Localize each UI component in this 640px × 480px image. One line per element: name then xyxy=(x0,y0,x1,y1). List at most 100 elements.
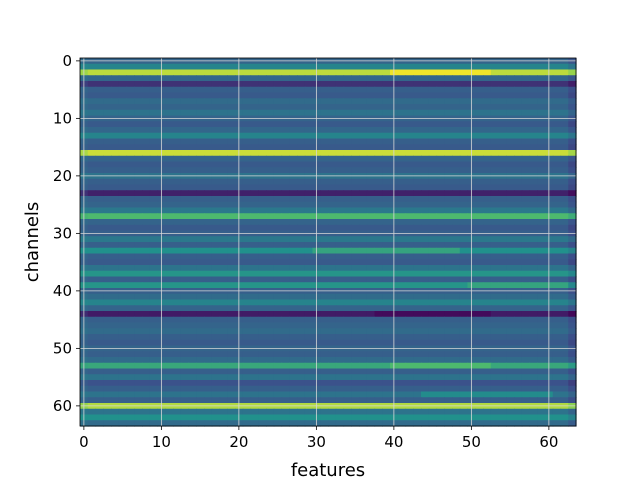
heatmap-cell xyxy=(483,305,492,312)
heatmap-cell xyxy=(498,98,507,105)
heatmap-cell xyxy=(452,357,461,364)
heatmap-cell xyxy=(560,305,569,312)
heatmap-cell xyxy=(452,385,461,393)
heatmap-cell xyxy=(374,265,383,272)
heatmap-cell xyxy=(103,270,112,278)
heatmap-cell xyxy=(328,104,337,111)
heatmap-cell xyxy=(180,201,190,209)
heatmap-cell xyxy=(514,236,523,243)
heatmap-cell xyxy=(335,334,345,341)
heatmap-cell xyxy=(242,201,252,209)
heatmap-cell xyxy=(103,109,112,117)
heatmap-cell xyxy=(227,368,236,375)
heatmap-cell xyxy=(196,276,205,283)
heatmap-cell xyxy=(428,63,438,71)
heatmap-cell xyxy=(273,374,283,381)
heatmap-cell xyxy=(204,75,213,82)
heatmap-cell xyxy=(397,127,407,134)
heatmap-cell xyxy=(568,328,577,335)
heatmap-cell xyxy=(211,247,221,255)
heatmap-cell xyxy=(180,322,190,329)
heatmap-cell xyxy=(297,167,306,174)
heatmap-row xyxy=(80,127,577,134)
heatmap-cell xyxy=(459,69,469,76)
heatmap-cell xyxy=(304,374,314,381)
heatmap-cell xyxy=(242,75,252,82)
heatmap-cell xyxy=(87,63,97,71)
heatmap-row xyxy=(80,282,577,289)
heatmap-cell xyxy=(428,276,438,283)
heatmap-cell xyxy=(343,293,352,301)
heatmap-cell xyxy=(405,311,414,318)
heatmap-cell xyxy=(397,144,407,151)
heatmap-cell xyxy=(118,339,128,347)
heatmap-row xyxy=(80,391,577,398)
heatmap-cell xyxy=(568,178,577,186)
heatmap-cell xyxy=(258,155,267,163)
heatmap-cell xyxy=(273,81,283,88)
heatmap-cell xyxy=(452,305,461,312)
heatmap-cell xyxy=(281,276,290,283)
heatmap-cell xyxy=(421,276,430,283)
heatmap-cell xyxy=(204,391,213,398)
heatmap-cell xyxy=(95,247,104,255)
heatmap-cell xyxy=(242,397,252,404)
heatmap-cell xyxy=(459,196,469,203)
heatmap-cell xyxy=(281,334,290,341)
heatmap-cell xyxy=(126,293,135,301)
heatmap-cell xyxy=(335,374,345,381)
heatmap-cell xyxy=(320,351,329,358)
heatmap-cell xyxy=(289,380,298,387)
heatmap-cell xyxy=(428,201,438,209)
heatmap-cell xyxy=(475,63,484,71)
heatmap-cell xyxy=(537,391,546,398)
heatmap-cell xyxy=(227,397,236,404)
heatmap-cell xyxy=(498,259,507,266)
heatmap-cell xyxy=(180,207,190,214)
heatmap-cell xyxy=(397,265,407,272)
heatmap-cell xyxy=(421,75,430,82)
heatmap-cell xyxy=(289,311,298,318)
heatmap-cell xyxy=(95,328,104,335)
heatmap-cell xyxy=(297,161,306,168)
heatmap-cell xyxy=(328,219,337,226)
heatmap-row xyxy=(80,190,577,197)
heatmap-cell xyxy=(560,92,569,99)
heatmap-cell xyxy=(444,63,453,71)
heatmap-cell xyxy=(351,414,360,421)
heatmap-cell xyxy=(134,98,143,105)
heatmap-cell xyxy=(366,362,376,370)
heatmap-cell xyxy=(552,408,562,416)
heatmap-cell xyxy=(87,127,97,134)
heatmap-cell xyxy=(483,259,492,266)
heatmap-cell xyxy=(428,305,438,312)
heatmap-cell xyxy=(374,201,383,209)
heatmap-cell xyxy=(475,132,484,140)
heatmap-cell xyxy=(227,385,236,393)
heatmap-cell xyxy=(436,397,445,404)
heatmap-cell xyxy=(560,259,569,266)
heatmap-cell xyxy=(568,334,577,341)
heatmap-cell xyxy=(382,334,391,341)
heatmap-cell xyxy=(483,127,492,134)
heatmap-cell xyxy=(149,178,159,186)
heatmap-cell xyxy=(552,391,562,398)
heatmap-cell xyxy=(111,311,120,318)
heatmap-cell xyxy=(328,316,337,324)
heatmap-cell xyxy=(343,161,352,168)
heatmap-cell xyxy=(134,155,143,163)
heatmap-cell xyxy=(273,167,283,174)
heatmap-cell xyxy=(266,86,275,94)
heatmap-cell xyxy=(560,104,569,111)
heatmap-cell xyxy=(343,299,352,306)
heatmap-cell xyxy=(196,408,205,416)
heatmap-cell xyxy=(444,293,453,301)
heatmap-cell xyxy=(250,391,259,398)
heatmap-cell xyxy=(506,75,515,82)
heatmap-cell xyxy=(180,224,190,232)
heatmap-cell xyxy=(204,109,213,117)
heatmap-cell xyxy=(219,81,228,88)
heatmap-cell xyxy=(490,224,500,232)
heatmap-cell xyxy=(165,144,174,151)
